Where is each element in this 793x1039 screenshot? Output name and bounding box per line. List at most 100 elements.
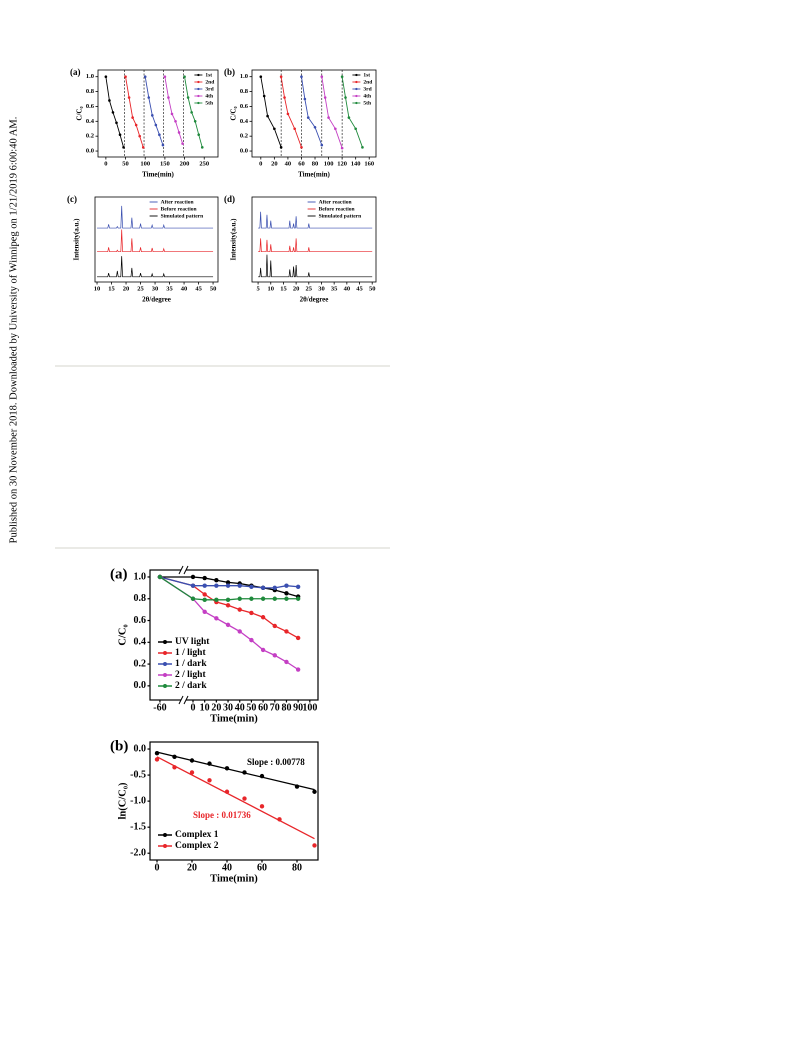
series-line <box>260 76 282 148</box>
data-point <box>190 583 196 588</box>
annotation: Slope : 0.00778 <box>247 757 305 767</box>
x-tick-label: 5 <box>256 285 260 292</box>
legend-label: 4th <box>363 93 371 99</box>
data-point <box>207 761 212 766</box>
data-point <box>300 75 303 78</box>
legend-label: 3rd <box>205 86 213 92</box>
x-tick-label: 30 <box>223 702 233 713</box>
legend-label: 5th <box>363 100 371 106</box>
axis-break-mark <box>178 565 184 575</box>
data-point <box>154 751 160 756</box>
legend-label: 2 / dark <box>175 681 207 691</box>
data-point <box>249 596 254 601</box>
chart-title: (d) <box>224 194 235 204</box>
y-tick-label: 0.4 <box>134 637 147 648</box>
data-point <box>259 804 265 809</box>
legend-label: UV light <box>175 637 210 647</box>
series-line <box>105 76 125 148</box>
y-tick-label: -1.0 <box>130 795 146 806</box>
y-axis-label: Intensity(a.u.) <box>73 218 81 261</box>
data-point <box>104 75 108 78</box>
x-tick-label: 50 <box>210 285 217 292</box>
x-tick-label: 250 <box>199 160 209 167</box>
y-axis-label: Intensity(a.u.) <box>230 218 238 261</box>
series-line <box>280 76 302 148</box>
legend-label: Before reaction <box>319 206 355 212</box>
y-tick-label: 1.0 <box>134 571 147 582</box>
data-point <box>163 75 167 78</box>
x-tick-label: 20 <box>271 160 278 167</box>
y-tick-label: 0.6 <box>86 103 95 110</box>
data-point <box>242 770 247 775</box>
y-tick-label: 0.0 <box>134 743 147 754</box>
data-point <box>167 96 170 99</box>
data-point <box>259 773 265 779</box>
legend-marker <box>163 651 167 655</box>
series-line <box>258 254 373 278</box>
x-tick-label: 30 <box>318 285 325 292</box>
data-point <box>284 591 289 596</box>
legend-marker <box>197 101 200 105</box>
data-point <box>284 629 289 634</box>
legend-marker <box>197 94 200 98</box>
legend-marker <box>355 94 358 98</box>
y-tick-label: 0.4 <box>240 118 249 125</box>
data-point <box>323 96 327 99</box>
data-point <box>190 111 193 114</box>
data-point <box>237 629 242 634</box>
legend-marker <box>355 73 358 77</box>
x-axis-label: Time(min) <box>142 171 174 179</box>
series-line <box>125 76 144 148</box>
x-tick-label: 40 <box>181 285 188 292</box>
data-point <box>277 817 282 822</box>
series-line <box>144 76 164 146</box>
y-tick-label: 0.2 <box>240 133 248 140</box>
data-point <box>344 96 347 99</box>
data-point <box>284 659 289 665</box>
data-point <box>186 96 190 99</box>
x-tick-label: 10 <box>94 285 101 292</box>
x-tick-label: 100 <box>324 160 334 167</box>
legend-marker <box>355 87 358 91</box>
data-point <box>147 96 151 99</box>
data-point <box>327 116 330 119</box>
y-tick-label: 0.0 <box>86 148 94 155</box>
data-point <box>347 116 351 119</box>
x-tick-label: 10 <box>268 285 275 292</box>
x-tick-label: 0 <box>155 862 160 873</box>
data-point <box>224 766 230 771</box>
data-point <box>283 96 286 99</box>
x-tick-label: 60 <box>258 702 268 713</box>
data-point <box>237 583 242 588</box>
data-point <box>225 580 231 585</box>
data-point <box>340 146 344 150</box>
series-line <box>97 229 214 253</box>
data-point <box>214 578 219 583</box>
data-point <box>150 114 154 117</box>
legend-marker <box>355 80 358 84</box>
data-point <box>313 125 317 129</box>
series-line <box>97 256 214 278</box>
x-axis-label: Time(min) <box>210 713 258 724</box>
legend-label: Before reaction <box>161 206 197 212</box>
data-point <box>118 133 122 136</box>
data-point <box>279 146 283 149</box>
data-point <box>295 584 301 589</box>
data-point <box>207 778 212 783</box>
data-point <box>320 75 324 78</box>
data-point <box>294 784 300 789</box>
data-point <box>197 133 201 136</box>
data-point <box>249 584 254 589</box>
axis-break-mark <box>183 565 189 575</box>
x-tick-label: 10 <box>200 702 210 713</box>
data-point <box>284 596 289 601</box>
data-point <box>284 583 289 588</box>
y-tick-label: 0.8 <box>86 88 95 95</box>
x-tick-label: 20 <box>211 702 221 713</box>
plot-frame <box>251 69 377 158</box>
x-tick-label: 15 <box>108 285 115 292</box>
data-point <box>143 75 147 78</box>
data-point <box>193 120 197 123</box>
data-point <box>354 127 357 131</box>
